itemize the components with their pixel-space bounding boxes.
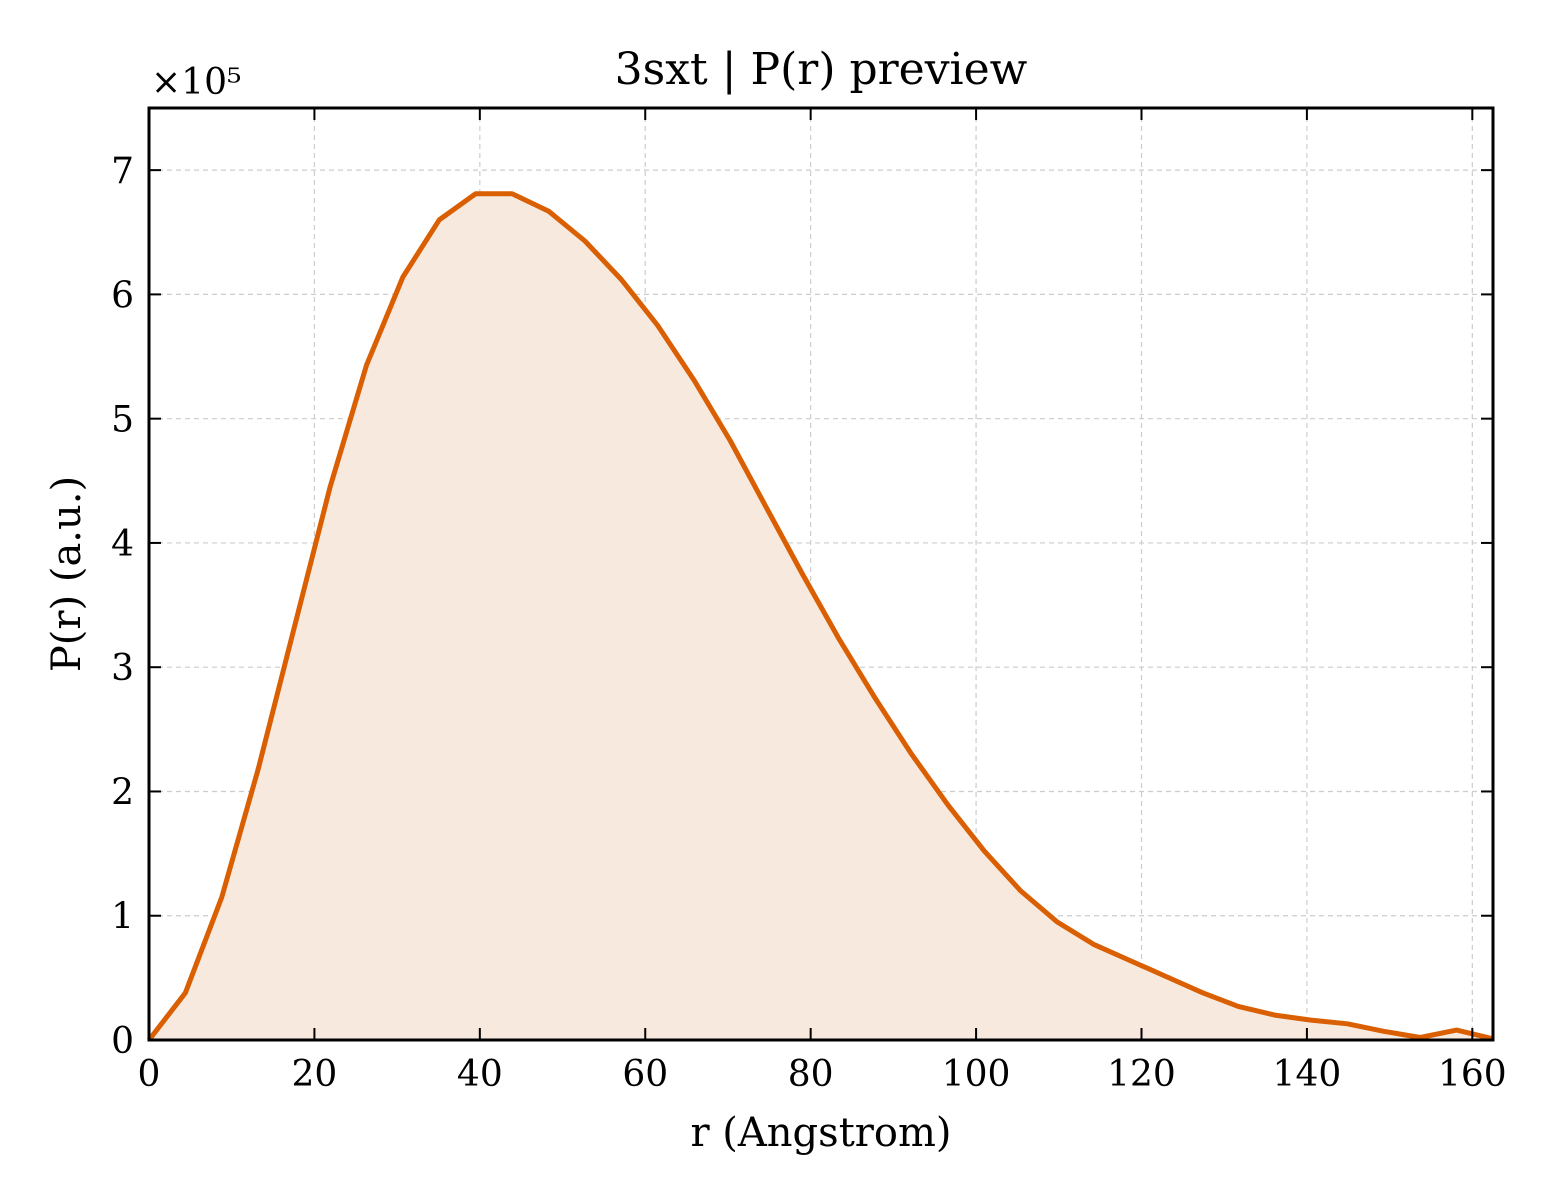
y-axis-label: P(r) (a.u.) — [44, 476, 90, 672]
chart-title: 3sxt | P(r) preview — [615, 44, 1028, 95]
x-tick-label: 20 — [292, 1054, 338, 1095]
x-tick-label: 100 — [942, 1054, 1011, 1095]
x-tick-label: 120 — [1107, 1054, 1176, 1095]
x-axis-label: r (Angstrom) — [690, 1110, 951, 1156]
y-tick-label: 7 — [111, 151, 134, 192]
x-tick-label: 0 — [138, 1054, 161, 1095]
x-tick-label: 80 — [788, 1054, 834, 1095]
y-tick-label: 5 — [111, 400, 134, 441]
pr-area-fill — [149, 193, 1493, 1040]
y-tick-label: 6 — [111, 275, 134, 316]
x-tick-label: 40 — [457, 1054, 503, 1095]
plot-frame — [147, 106, 1495, 1042]
x-tick-label: 140 — [1273, 1054, 1342, 1095]
ticks: 0 20 40 60 80 100 120 140 160 0 1 2 3 4 5 6 7 — [111, 108, 1507, 1095]
pr-curve-line — [147, 191, 1494, 1042]
x-tick-label: 160 — [1438, 1054, 1507, 1095]
area-layer — [147, 191, 1494, 1042]
y-tick-label: 4 — [111, 524, 134, 565]
y-tick-label: 2 — [111, 772, 134, 813]
y-tick-label: 0 — [111, 1021, 134, 1062]
y-multiplier-label: ×10⁵ — [151, 62, 241, 103]
y-tick-label: 3 — [111, 648, 134, 689]
y-tick-label: 1 — [111, 897, 134, 938]
x-tick-label: 60 — [622, 1054, 668, 1095]
